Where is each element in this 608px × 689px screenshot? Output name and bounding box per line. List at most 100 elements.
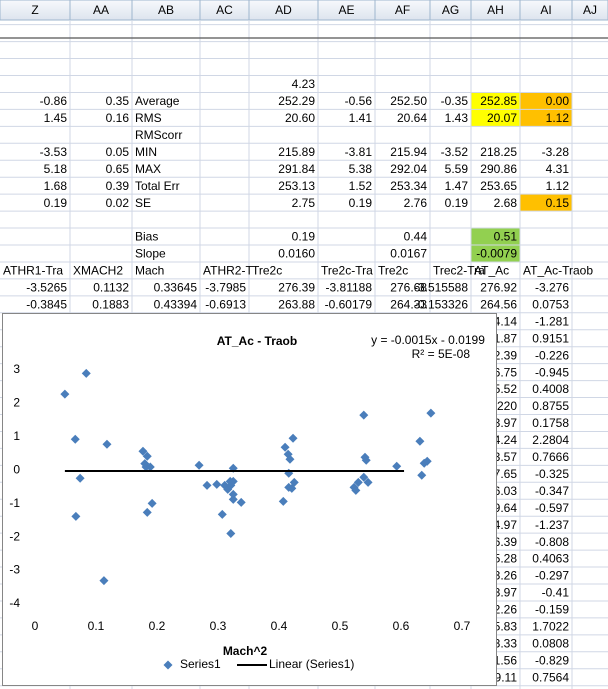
column-header[interactable]: AC	[216, 3, 233, 17]
cell-text: 9.11	[495, 670, 518, 684]
scatter-point	[288, 433, 298, 443]
cell-text: -3.52	[441, 145, 469, 159]
cell-text: 253.34	[390, 179, 427, 193]
cell-text: -0.226	[535, 348, 569, 362]
cell-text: 3.97	[494, 416, 518, 430]
cell-text: 0.51	[494, 230, 518, 244]
cell-text: 6.75	[494, 365, 518, 379]
cell-text: SE	[135, 196, 151, 210]
scatter-point	[138, 446, 148, 456]
cell-text: 220	[497, 399, 517, 413]
legend-label: Series1	[180, 657, 221, 671]
cell-text: -0.86	[40, 94, 68, 108]
cell-text: 2.39	[494, 348, 518, 362]
scatter-point	[228, 489, 238, 499]
cell-text: 0.05	[106, 145, 130, 159]
cell-text: 0.1883	[92, 297, 129, 311]
cell-text: 290.86	[480, 162, 517, 176]
cell-text: 4.97	[494, 518, 518, 532]
column-header[interactable]: AH	[487, 3, 504, 17]
cell-highlight	[471, 245, 520, 262]
cell-text: 252.85	[480, 94, 517, 108]
x-tick-label: 0.7	[454, 619, 471, 633]
scatter-point	[353, 477, 363, 487]
cell-text: 2.68	[494, 196, 518, 210]
y-tick-label: -1	[9, 496, 20, 510]
column-header[interactable]: AA	[93, 3, 109, 17]
cell-text: -0.153326	[414, 297, 468, 311]
cell-text: 2.2804	[532, 433, 569, 447]
cell-highlight	[520, 194, 572, 212]
cell-text: 0.0167	[390, 247, 427, 261]
cell-text: 215.89	[278, 145, 315, 159]
scatter-point	[142, 451, 152, 461]
cell-text: 6.03	[494, 484, 518, 498]
cell-text: 0.16	[106, 111, 130, 125]
scatter-point	[75, 473, 85, 483]
cell-text: -0.325	[535, 467, 569, 481]
cell-text: 1.87	[494, 331, 518, 345]
cell-text: 0.19	[349, 196, 373, 210]
cell-text: Mach	[135, 264, 164, 278]
cell-text: 0.19	[445, 196, 469, 210]
y-tick-label: -2	[9, 529, 20, 543]
cell-text: -0.3845	[26, 297, 67, 311]
legend[interactable]: Series1 Linear (Series1)	[163, 657, 355, 671]
cell-text: Bias	[135, 230, 158, 244]
scatter-point	[360, 452, 370, 462]
scatter-point	[147, 498, 157, 508]
cell-text: 253.13	[278, 179, 315, 193]
cell-text: 3.57	[494, 450, 518, 464]
column-header[interactable]: AE	[338, 3, 354, 17]
cell-text: 1.56	[494, 653, 518, 667]
scatter-point	[99, 576, 109, 586]
cell-text: -3.53	[40, 145, 68, 159]
cell-text: RMScorr	[135, 128, 182, 142]
column-header[interactable]: AD	[275, 3, 292, 17]
cell-highlight	[471, 109, 520, 127]
column-header[interactable]: AI	[540, 3, 551, 17]
cell-text: 2.75	[292, 196, 316, 210]
legend-symbol	[163, 660, 173, 670]
cell-text: 5.28	[494, 552, 518, 566]
scatter-point	[236, 497, 246, 507]
cell-text: -0.0079	[476, 247, 517, 261]
column-header[interactable]: Z	[31, 3, 38, 17]
cell-text: -0.35	[441, 94, 469, 108]
cell-text: -3.515588	[414, 281, 468, 295]
scatter-point	[226, 528, 236, 538]
cell-text: 0.7666	[532, 450, 569, 464]
cell-text: -0.347	[535, 484, 569, 498]
column-header[interactable]: AG	[442, 3, 459, 17]
cell-text: 0.43394	[154, 297, 198, 311]
trendline-equation: y = -0.0015x - 0.0199	[371, 333, 485, 347]
column-header[interactable]: AJ	[583, 3, 597, 17]
scatter-point	[363, 477, 373, 487]
column-header[interactable]: AF	[395, 3, 410, 17]
column-header[interactable]: AB	[158, 3, 174, 17]
cell-text: -0.159	[535, 603, 569, 617]
cell-text: 1.43	[445, 111, 469, 125]
cell-text: 0.1758	[532, 416, 569, 430]
cell-highlight	[471, 228, 520, 245]
cell-text: -0.597	[535, 501, 569, 515]
y-tick-label: 0	[13, 462, 20, 476]
cell-text: XMACH2	[73, 264, 123, 278]
cell-text: -3.7985	[205, 281, 246, 295]
x-tick-label: 0.3	[210, 619, 227, 633]
cell-text: 2.26	[494, 603, 518, 617]
cell-text: 0.19	[44, 196, 68, 210]
cell-text: RMS	[135, 111, 162, 125]
scatter-point	[145, 462, 155, 472]
cell-text: Trec2-Tra	[433, 264, 485, 278]
cell-text: 1.52	[349, 179, 373, 193]
cell-text: -0.60179	[325, 297, 373, 311]
cell-text: 1.12	[546, 179, 570, 193]
scatter-point	[351, 485, 361, 495]
cell-text: Tre2c	[378, 264, 408, 278]
cell-text: -3.81	[345, 145, 373, 159]
cell-text: 276.68	[390, 281, 427, 295]
cell-text: 3.26	[494, 569, 518, 583]
